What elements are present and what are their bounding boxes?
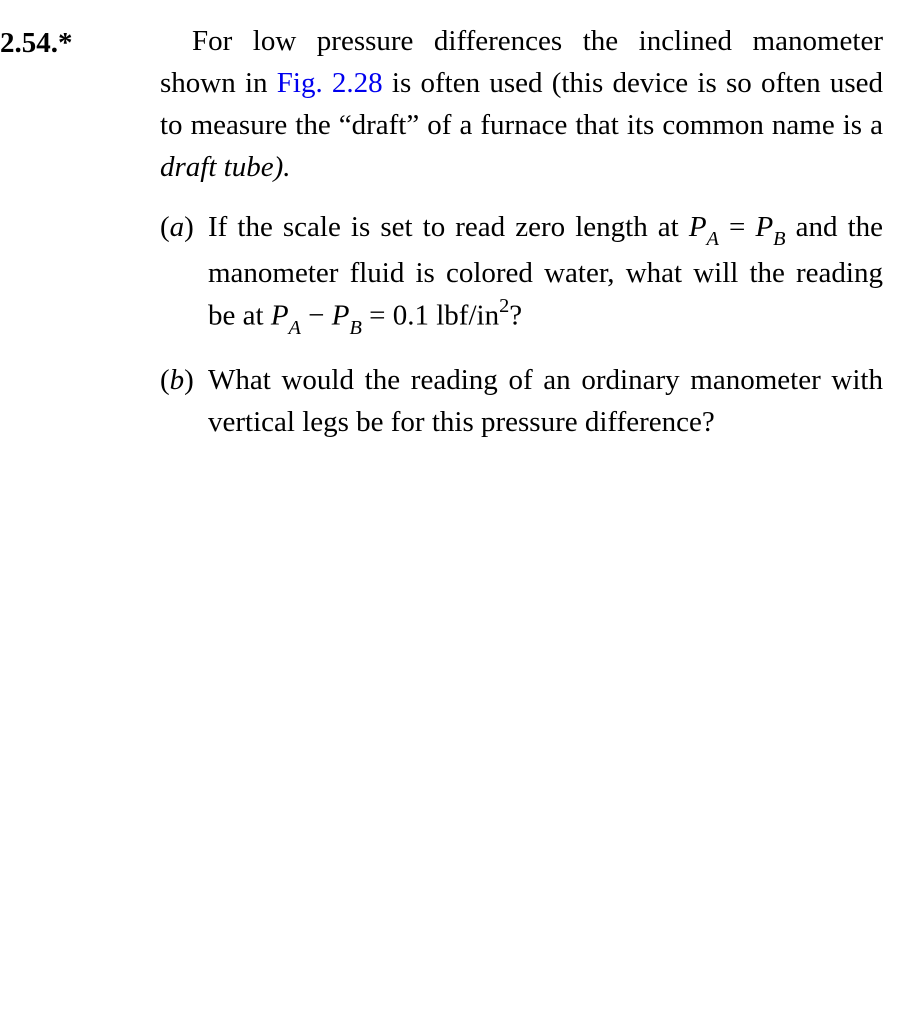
part-b-letter: b (170, 364, 185, 396)
part-b: (b) What would the reading of an ordinar… (160, 359, 883, 443)
figure-link[interactable]: Fig. 2.28 (277, 67, 383, 99)
a-PA-P: P (689, 211, 707, 243)
a-PA2-sub: A (289, 317, 301, 339)
a-q: ? (509, 300, 522, 332)
a-minus: − (301, 300, 332, 332)
a-PA-sub: A (707, 228, 719, 250)
intro-paragraph: For low pressure differences the incline… (160, 20, 883, 188)
a-PB-P: P (755, 211, 773, 243)
a-PB-sub: B (773, 228, 785, 250)
a-PA2-P: P (271, 300, 289, 332)
part-a-letter: a (170, 211, 185, 243)
part-b-label: (b) (160, 359, 208, 401)
part-b-text: What would the reading of an ordinary ma… (208, 359, 883, 443)
problem-body: For low pressure differences the incline… (160, 20, 893, 461)
problem-number: 2.54.* (0, 20, 160, 64)
intro-italic: draft tube). (160, 151, 291, 183)
a-eq2: = 0.1 lbf/in (362, 300, 499, 332)
a-t1: If the scale is set to read zero length … (208, 211, 689, 243)
problem-page: 2.54.* For low pressure differences the … (0, 0, 923, 501)
part-a: (a) If the scale is set to read zero len… (160, 206, 883, 341)
a-sup: 2 (499, 295, 509, 317)
a-PB2-sub: B (350, 317, 362, 339)
a-eq: = (719, 211, 756, 243)
a-PB2-P: P (332, 300, 350, 332)
part-a-label: (a) (160, 206, 208, 248)
part-a-text: If the scale is set to read zero length … (208, 206, 883, 341)
